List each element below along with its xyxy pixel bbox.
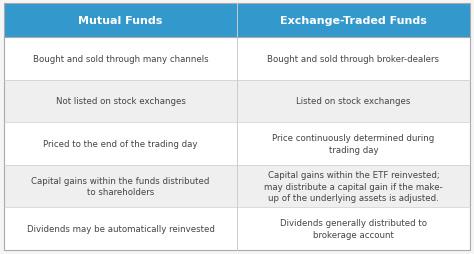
Text: Listed on stock exchanges: Listed on stock exchanges — [296, 97, 410, 106]
Bar — [237, 38, 470, 80]
Text: Dividends may be automatically reinvested: Dividends may be automatically reinveste… — [27, 224, 214, 233]
Bar — [237, 80, 470, 123]
Text: Capital gains within the ETF reinvested;
may distribute a capital gain if the ma: Capital gains within the ETF reinvested;… — [264, 170, 443, 202]
Text: Bought and sold through broker-dealers: Bought and sold through broker-dealers — [267, 55, 439, 64]
Bar — [4, 165, 237, 208]
Bar — [4, 38, 237, 80]
Bar — [237, 165, 470, 208]
Text: Price continuously determined during
trading day: Price continuously determined during tra… — [273, 134, 435, 154]
Text: Not listed on stock exchanges: Not listed on stock exchanges — [55, 97, 185, 106]
Text: Capital gains within the funds distributed
to shareholders: Capital gains within the funds distribut… — [31, 176, 210, 197]
Text: Bought and sold through many channels: Bought and sold through many channels — [33, 55, 208, 64]
Bar — [4, 208, 237, 250]
Text: Exchange-Traded Funds: Exchange-Traded Funds — [280, 16, 427, 26]
Text: Priced to the end of the trading day: Priced to the end of the trading day — [43, 139, 198, 148]
Bar — [237, 123, 470, 165]
Bar — [4, 123, 237, 165]
Text: Mutual Funds: Mutual Funds — [78, 16, 163, 26]
Bar — [237, 208, 470, 250]
Bar — [237, 4, 470, 38]
Text: Dividends generally distributed to
brokerage account: Dividends generally distributed to broke… — [280, 219, 427, 239]
Bar — [4, 80, 237, 123]
Bar — [4, 4, 237, 38]
